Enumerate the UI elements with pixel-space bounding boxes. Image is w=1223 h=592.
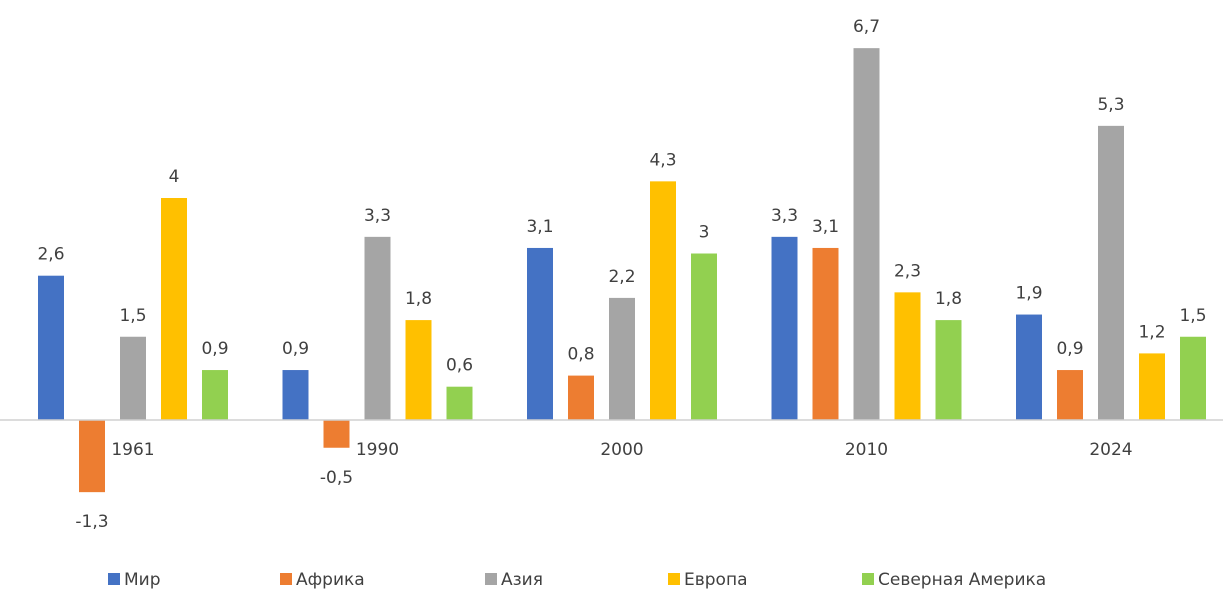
data-label: 2,3 xyxy=(894,261,921,281)
legend-swatch xyxy=(668,573,680,585)
bar xyxy=(120,336,146,420)
legend-label: Мир xyxy=(124,570,161,590)
data-label: 0,8 xyxy=(567,345,594,365)
data-label: 2,2 xyxy=(608,267,635,287)
bar xyxy=(1098,125,1124,420)
data-label: 1,5 xyxy=(1179,306,1206,326)
bar xyxy=(568,375,594,420)
data-label: 3,1 xyxy=(812,217,839,237)
legend-swatch xyxy=(485,573,497,585)
bar xyxy=(364,236,391,420)
bar xyxy=(894,292,921,420)
bar xyxy=(691,253,717,420)
data-label: 1,9 xyxy=(1015,284,1042,304)
bar xyxy=(405,320,432,420)
data-label: 0,9 xyxy=(201,339,228,359)
data-label: 1,2 xyxy=(1138,322,1165,342)
bar xyxy=(1016,314,1042,420)
bar xyxy=(650,181,676,420)
data-label: 5,3 xyxy=(1097,95,1124,115)
data-label: 0,6 xyxy=(446,356,473,376)
data-label: 2,6 xyxy=(37,245,64,265)
data-label: 4,3 xyxy=(649,150,676,170)
bar xyxy=(812,247,839,420)
data-label: -0,5 xyxy=(320,468,353,488)
bar xyxy=(202,370,228,420)
legend-label: Европа xyxy=(684,570,747,590)
legend-label: Северная Америка xyxy=(878,570,1046,590)
x-tick-label: 2000 xyxy=(600,440,643,460)
legend-swatch xyxy=(280,573,292,585)
bar xyxy=(527,247,553,420)
bar xyxy=(38,275,64,420)
bar xyxy=(282,370,309,420)
bar xyxy=(161,198,187,420)
legend-label: Азия xyxy=(501,570,543,590)
bar xyxy=(853,48,880,421)
bar xyxy=(935,320,962,420)
bar xyxy=(609,297,635,420)
data-label: 0,9 xyxy=(282,339,309,359)
data-label: -1,3 xyxy=(75,512,108,532)
bar xyxy=(771,236,798,420)
bar xyxy=(1139,353,1165,420)
data-label: 3 xyxy=(699,223,710,243)
data-label: 1,8 xyxy=(405,289,432,309)
bar xyxy=(446,386,473,420)
legend-swatch xyxy=(862,573,874,585)
data-label: 1,8 xyxy=(935,289,962,309)
x-tick-label: 1990 xyxy=(356,440,399,460)
data-label: 0,9 xyxy=(1056,339,1083,359)
data-label: 3,3 xyxy=(364,206,391,226)
x-tick-label: 2024 xyxy=(1089,440,1132,460)
data-label: 1,5 xyxy=(119,306,146,326)
bar xyxy=(1180,336,1206,420)
data-label: 4 xyxy=(169,167,180,187)
data-label: 6,7 xyxy=(853,17,880,37)
data-label: 3,3 xyxy=(771,206,798,226)
legend-swatch xyxy=(108,573,120,585)
bar xyxy=(323,420,350,448)
bar xyxy=(1057,370,1083,420)
x-tick-label: 2010 xyxy=(845,440,888,460)
legend-label: Африка xyxy=(296,570,365,590)
data-label: 3,1 xyxy=(526,217,553,237)
x-tick-label: 1961 xyxy=(111,440,154,460)
bar xyxy=(79,420,105,493)
